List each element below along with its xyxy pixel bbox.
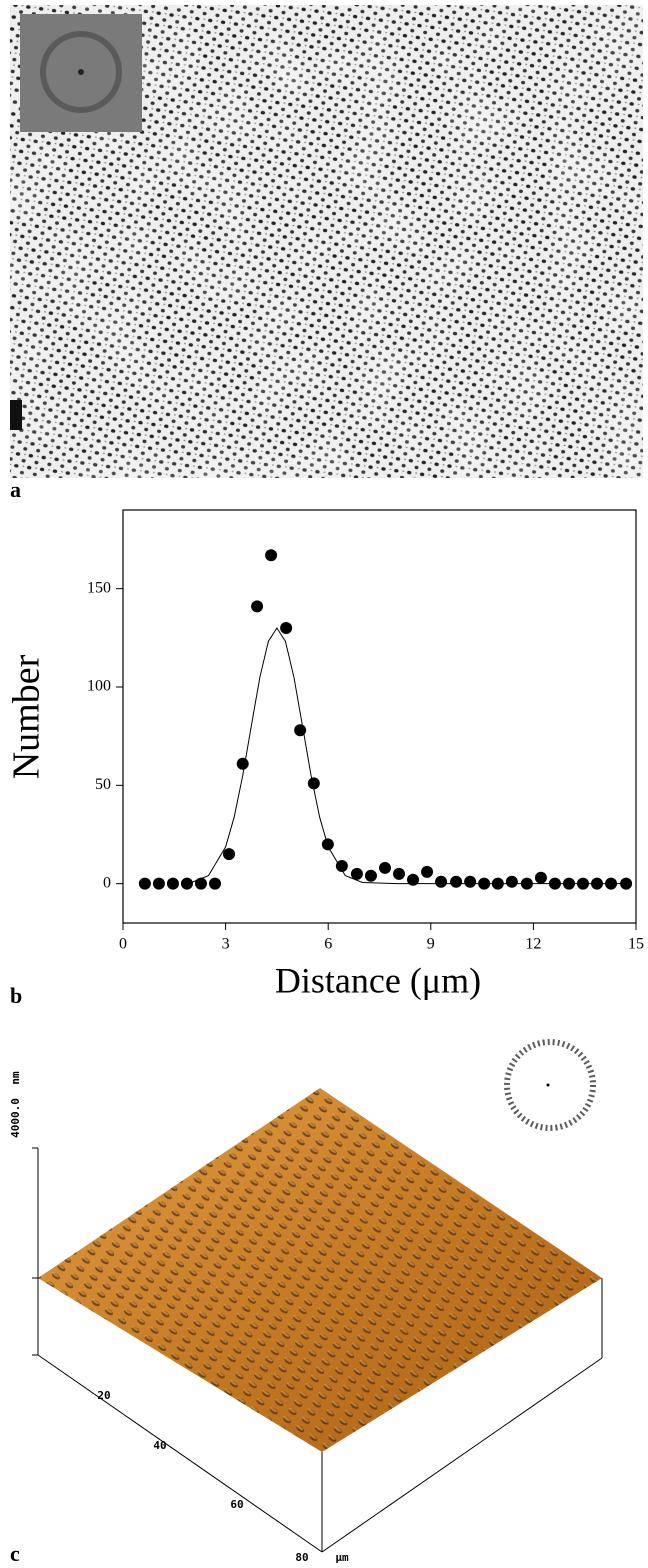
panel-label: a xyxy=(10,477,21,502)
data-point xyxy=(407,873,420,886)
data-point xyxy=(180,877,193,890)
data-point xyxy=(138,877,151,890)
x-tick-label: 0 xyxy=(119,936,127,953)
z-tick-label: 4000.0 xyxy=(9,1098,22,1138)
panel-label: b xyxy=(10,983,22,1008)
data-point xyxy=(464,875,477,888)
data-point xyxy=(251,600,264,613)
afm-x-tick: 20 xyxy=(97,1389,110,1402)
data-point xyxy=(208,877,221,890)
y-tick-label: 150 xyxy=(87,579,111,596)
afm-x-tick: 60 xyxy=(230,1498,243,1511)
x-tick-label: 6 xyxy=(324,936,332,953)
afm-surface xyxy=(32,1039,603,1553)
x-tick-label: 9 xyxy=(427,936,435,953)
data-point xyxy=(435,875,448,888)
y-tick-label: 100 xyxy=(87,678,111,695)
data-point xyxy=(534,871,547,884)
z-unit: nm xyxy=(9,1071,22,1085)
data-point xyxy=(194,877,207,890)
x-tick-label: 3 xyxy=(222,936,230,953)
data-point xyxy=(350,867,363,880)
x-tick-label: 12 xyxy=(525,936,541,953)
afm-x-unit: μm xyxy=(335,1551,349,1564)
data-point xyxy=(152,877,165,890)
y-tick-label: 50 xyxy=(95,776,111,793)
y-axis-title: Number xyxy=(6,654,48,779)
micrograph xyxy=(10,5,643,478)
data-point xyxy=(335,859,348,872)
data-point xyxy=(166,877,179,890)
x-axis-title: Distance (μm) xyxy=(275,960,481,1000)
data-point xyxy=(307,777,320,790)
data-point xyxy=(223,848,236,861)
x-tick-label: 15 xyxy=(628,936,644,953)
data-point xyxy=(378,861,391,874)
plot-frame xyxy=(122,509,637,924)
data-point xyxy=(236,757,249,770)
fit-line xyxy=(191,627,630,885)
afm-x-tick: 80 xyxy=(295,1551,308,1564)
data-point xyxy=(364,869,377,882)
data-point xyxy=(421,865,434,878)
data-point xyxy=(392,867,405,880)
y-tick-label: 0 xyxy=(103,874,111,891)
data-point xyxy=(450,875,463,888)
afm-x-tick: 40 xyxy=(153,1439,166,1452)
panel-label: c xyxy=(10,1541,20,1566)
data-point xyxy=(280,622,293,634)
data-point xyxy=(505,875,518,888)
data-point xyxy=(265,549,278,562)
